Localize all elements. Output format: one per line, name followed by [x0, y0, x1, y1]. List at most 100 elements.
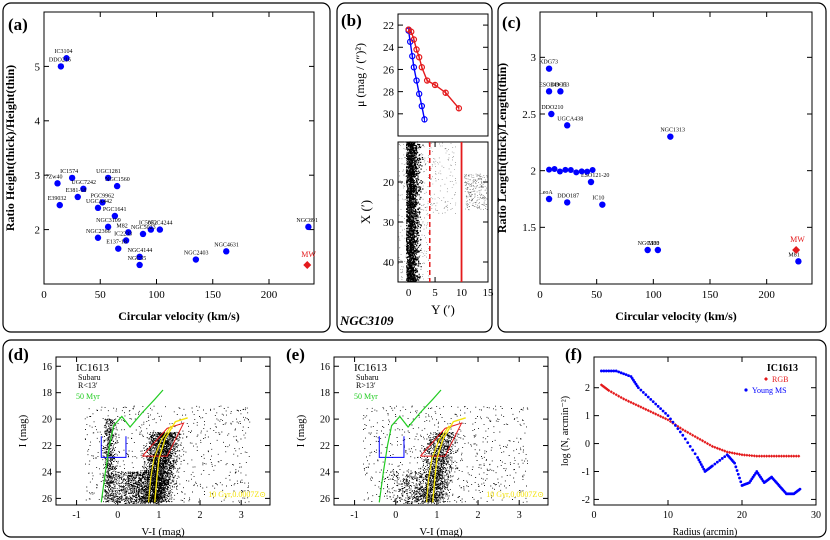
data-point: [795, 258, 802, 265]
x-tick-label: 5: [432, 287, 438, 299]
y-tick-label: 0: [585, 439, 590, 450]
point-label: M81: [788, 252, 799, 258]
data-point-young-ms: [693, 452, 697, 456]
data-point-rgb: [636, 404, 640, 408]
data-point-young-ms: [609, 369, 613, 373]
data-point: [551, 166, 558, 173]
axes-f: 0 10 20 30 -2 -1 0 1 2 Radius (arcmin) log (N, arc…: [560, 356, 821, 538]
old-isochrone: [147, 425, 172, 503]
point-label: UGC7242: [71, 180, 96, 186]
data-point-young-ms: [738, 476, 741, 480]
data-point: [74, 193, 81, 201]
plot-area-a: [43, 11, 315, 285]
data-point-young-ms: [734, 465, 738, 469]
data-point-rgb: [747, 453, 751, 458]
x-tick-label: 150: [205, 289, 222, 301]
x-tick-label: 3: [239, 510, 244, 521]
data-point-young-ms: [688, 444, 692, 448]
chart-title: IC1613: [767, 363, 798, 374]
data-point-rgb: [762, 454, 766, 458]
young-label: 50 Myr: [354, 392, 378, 401]
data-point-young-ms: [617, 370, 621, 374]
data-point-young-ms: [735, 469, 739, 472]
data-point-rgb: [787, 454, 791, 458]
x-tick-label: 10: [456, 287, 468, 299]
x-axis-label: Radius (arcmin): [673, 527, 738, 538]
data-point-rgb: [654, 412, 658, 416]
data-point-rgb: [757, 454, 761, 458]
data-point-young-ms: [622, 372, 625, 376]
data-point: [589, 166, 596, 173]
y-axis-label: Ratio Length(thick)/Length(thin): [495, 63, 509, 233]
x-tick-label: 1: [434, 510, 439, 521]
data-point-thick: [410, 36, 418, 43]
x-tick-label: -1: [350, 510, 358, 521]
panel-a-frame: [2, 2, 331, 333]
data-point: [192, 256, 200, 263]
data-point-rgb: [760, 454, 764, 458]
data-point-thin: [410, 64, 418, 71]
x-tick-label: 1: [156, 510, 161, 521]
y-tick-label: 20: [383, 177, 395, 189]
data-point: [94, 204, 102, 212]
data-point-rgb: [750, 454, 754, 458]
data-point-young-ms: [664, 411, 667, 415]
data-point-rgb: [624, 398, 628, 402]
y-axis-label: μ (mag / (″)²): [353, 43, 367, 107]
x-tick-label: 0: [115, 510, 120, 521]
x-tick-label: 0: [41, 289, 47, 301]
data-point-rgb: [755, 454, 759, 458]
data-point-rgb: [740, 453, 744, 457]
data-point-young-ms: [651, 400, 655, 404]
density-patch: [464, 173, 488, 211]
x-tick-label: 0: [537, 289, 543, 301]
point-label: UGC1281: [96, 169, 121, 175]
data-point-young-ms: [602, 369, 606, 373]
x-tick-label: 50: [95, 289, 107, 301]
data-point: [644, 246, 651, 254]
x-tick-label: 150: [702, 289, 719, 301]
data-point-rgb: [676, 424, 680, 428]
data-point: [545, 88, 553, 95]
y-tick-label: 2: [585, 383, 590, 394]
data-point-young-ms: [701, 465, 704, 469]
y-tick-label: 22: [383, 20, 394, 32]
data-point-rgb: [774, 454, 779, 458]
plot-area-c: [539, 11, 813, 285]
data-point-rgb: [604, 387, 608, 391]
point-label: IC10: [592, 196, 604, 202]
data-point-rgb: [656, 413, 660, 417]
data-point-young-ms: [723, 455, 727, 458]
point-label: NGC3109: [96, 218, 121, 224]
data-point-young-ms: [718, 458, 722, 462]
data-point-young-ms: [711, 464, 714, 468]
data-point-rgb: [745, 453, 749, 457]
panel-c-frame: [497, 2, 827, 333]
point-label: NGC300: [638, 241, 660, 247]
data-point-thin: [413, 77, 420, 84]
data-point-thin: [415, 90, 423, 98]
point-label: UGCA438: [557, 116, 583, 122]
data-point-rgb: [644, 407, 648, 411]
data-point-rgb: [678, 426, 682, 430]
y-tick-label: 2.5: [522, 109, 536, 121]
x-tick-label: 30: [811, 510, 821, 521]
data-point-rgb: [629, 400, 633, 404]
y-tick-label: 4: [35, 116, 41, 128]
x-tick-label: 200: [261, 289, 278, 301]
x-tick-label: 15: [483, 287, 495, 299]
data-point: [548, 110, 555, 118]
data-point-young-ms: [661, 409, 665, 413]
axes-b-bottom: 0 5 10 15 20 30 40 Y (′) X (′): [358, 141, 495, 317]
data-point-rgb: [691, 433, 695, 437]
data-point-rgb: [782, 454, 786, 458]
data-point-rgb: [797, 454, 801, 458]
plot-area-b-bottom: [397, 141, 489, 283]
point-label: UGCA442: [86, 199, 112, 205]
data-point-rgb: [715, 446, 719, 450]
data-point-young-ms: [666, 414, 670, 418]
y-tick-label: 1.5: [522, 222, 536, 234]
y-tick-label: 5: [35, 61, 41, 73]
point-label: DDO187: [557, 193, 579, 199]
